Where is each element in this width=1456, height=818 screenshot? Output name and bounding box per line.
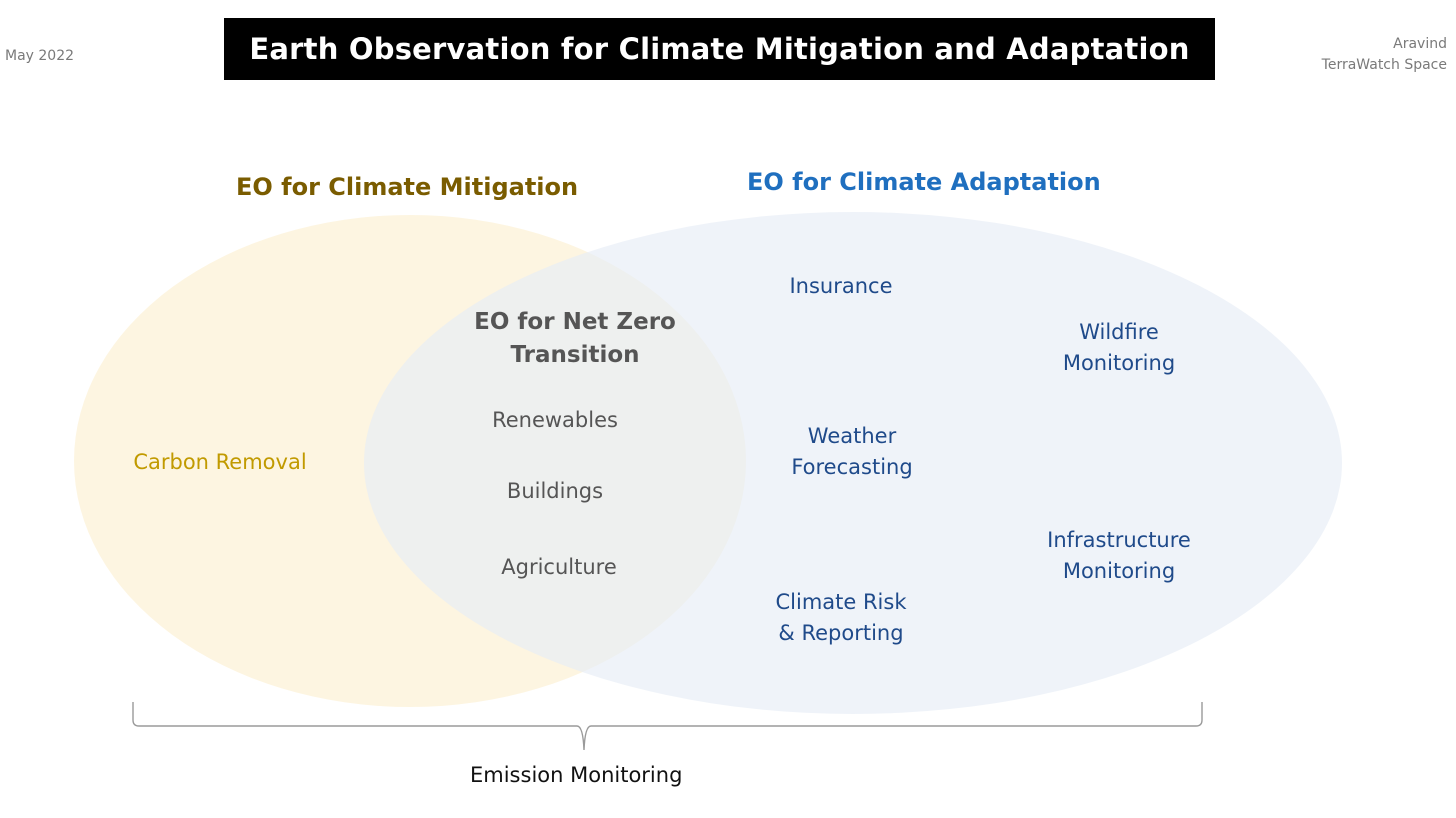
page-title: Earth Observation for Climate Mitigation… (249, 32, 1190, 66)
mitigation-title: EO for Climate Mitigation (236, 173, 579, 201)
adaptation-item-line: Climate Risk & Reporting (775, 590, 907, 645)
author-org: TerraWatch Space (1321, 57, 1447, 73)
adaptation-item-line: Infrastructure Monitoring (1047, 528, 1191, 583)
adaptation-item: Infrastructure Monitoring (1029, 525, 1209, 587)
net-zero-title-line1: EO for Net Zero (474, 309, 676, 335)
adaptation-item: Wildfire Monitoring (1034, 317, 1204, 379)
adaptation-item-line: Weather Forecasting (791, 424, 913, 479)
date-label: May 2022 (5, 48, 75, 64)
emission-monitoring-label: Emission Monitoring (470, 763, 683, 787)
adaptation-item: Climate Risk & Reporting (756, 587, 926, 649)
adaptation-title: EO for Climate Adaptation (747, 168, 1101, 196)
emission-bracket (132, 702, 1203, 751)
overlap-item: Renewables (492, 408, 618, 432)
adaptation-item-line: Wildfire Monitoring (1062, 320, 1176, 375)
adaptation-circle (364, 212, 1342, 714)
adaptation-item: Weather Forecasting (767, 421, 937, 483)
author-block: Aravind TerraWatch Space (1322, 34, 1447, 76)
title-bar: Earth Observation for Climate Mitigation… (224, 18, 1215, 80)
net-zero-title-line2: Transition (510, 342, 640, 368)
author-name: Aravind (1393, 36, 1447, 52)
mitigation-item: Carbon Removal (133, 450, 307, 474)
overlap-item: Agriculture (501, 555, 617, 579)
overlap-item: Buildings (506, 479, 604, 503)
net-zero-title: EO for Net Zero Transition (470, 306, 680, 372)
adaptation-item: Insurance (789, 274, 893, 298)
